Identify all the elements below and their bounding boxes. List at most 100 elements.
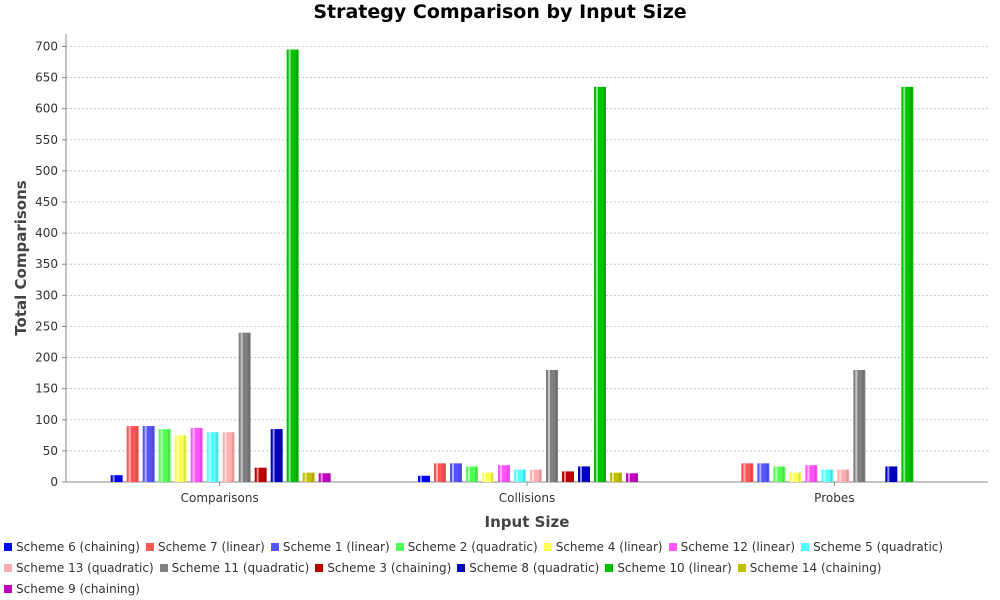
legend-label: Scheme 3 (chaining): [327, 561, 452, 575]
legend-label: Scheme 8 (quadratic): [469, 561, 600, 575]
y-tick-label: 150: [35, 382, 58, 396]
y-tick-label: 50: [43, 444, 58, 458]
legend-label: Scheme 10 (linear): [617, 561, 732, 575]
x-tick-label: Collisions: [499, 491, 556, 505]
y-tick-label: 200: [35, 351, 58, 365]
bar: [821, 469, 834, 482]
bar: [190, 427, 203, 482]
legend-swatch: [457, 564, 466, 572]
bar: [126, 426, 139, 482]
legend-label: Scheme 13 (quadratic): [16, 561, 154, 575]
bar: [286, 49, 299, 483]
legend-item: Scheme 14 (chaining): [737, 558, 882, 579]
bar: [318, 473, 331, 482]
bar: [482, 472, 494, 482]
grid-lines: [66, 34, 988, 482]
legend-swatch: [270, 543, 279, 551]
bar: [418, 475, 430, 482]
legend-label: Scheme 14 (chaining): [749, 561, 882, 575]
plot-area: [66, 34, 988, 482]
bar: [434, 463, 446, 482]
chart: 0 50 100 150 200 250 300 350 400 450 500 550 600 650 7…: [12, 34, 988, 531]
y-tick-label: 650: [35, 71, 58, 85]
legend-item: Scheme 1 (linear): [270, 537, 390, 558]
y-tick-label: 550: [35, 133, 58, 147]
legend-swatch: [4, 585, 12, 593]
axis-labels: 0 50 100 150 200 250 300 350 400 450 500 550 600 650 7…: [12, 39, 854, 531]
bar: [853, 370, 866, 482]
bar: [562, 471, 574, 482]
legend-swatch: [4, 543, 12, 551]
bar: [142, 426, 155, 482]
bars: [110, 49, 914, 483]
bar: [901, 86, 914, 482]
legend-swatch: [543, 543, 552, 551]
legend: Scheme 6 (chaining) Scheme 7 (linear) Sche…: [4, 537, 996, 600]
bar: [594, 86, 606, 482]
bar: [530, 469, 542, 482]
bar: [302, 472, 315, 482]
legend-item: Scheme 7 (linear): [145, 537, 265, 558]
bar: [498, 465, 510, 482]
bar: [837, 469, 850, 482]
bar: [546, 370, 558, 482]
legend-item: Scheme 4 (linear): [543, 537, 663, 558]
bar: [626, 473, 638, 482]
bar: [578, 466, 590, 482]
legend-swatch: [801, 543, 810, 551]
legend-label: Scheme 12 (linear): [680, 540, 796, 554]
y-tick-label: 700: [35, 39, 58, 53]
y-tick-label: 100: [35, 413, 58, 427]
bar: [254, 467, 267, 482]
axes: [62, 34, 988, 486]
legend-item: Scheme 5 (quadratic): [801, 537, 943, 558]
bar: [158, 429, 171, 482]
bar: [789, 472, 802, 482]
y-tick-label: 350: [35, 257, 58, 271]
x-tick-label: Comparisons: [181, 491, 259, 505]
legend-label: Scheme 9 (chaining): [16, 582, 140, 596]
legend-label: Scheme 11 (quadratic): [171, 561, 310, 575]
bar: [757, 463, 770, 482]
legend-swatch: [668, 543, 677, 551]
legend-item: Scheme 6 (chaining): [4, 537, 140, 558]
legend-swatch: [4, 564, 12, 572]
y-tick-label: 600: [35, 102, 58, 116]
x-tick-label: Probes: [814, 491, 854, 505]
bar: [206, 432, 219, 482]
bar: [773, 466, 786, 482]
legend-swatch: [605, 564, 614, 572]
bar: [222, 432, 235, 482]
legend-item: Scheme 8 (quadratic): [457, 558, 599, 579]
bar: [238, 332, 251, 482]
legend-swatch: [145, 543, 154, 551]
bar: [885, 466, 898, 482]
chart-title: Strategy Comparison by Input Size: [313, 1, 687, 23]
bar: [174, 435, 187, 482]
bar: [610, 472, 622, 482]
y-tick-label: 450: [35, 195, 58, 209]
y-tick-label: 250: [35, 319, 58, 333]
bar: [805, 465, 818, 482]
legend-item: Scheme 11 (quadratic): [159, 558, 310, 579]
legend-item: Scheme 12 (linear): [668, 537, 796, 558]
y-tick-label: 0: [50, 475, 58, 489]
legend-swatch: [315, 564, 324, 572]
legend-label: Scheme 2 (quadratic): [407, 540, 538, 554]
y-axis-title: Total Comparisons: [12, 180, 30, 335]
bar: [514, 469, 526, 482]
bar: [450, 463, 462, 482]
legend-swatch: [737, 564, 746, 572]
legend-label: Scheme 4 (linear): [555, 540, 663, 554]
legend-item: Scheme 10 (linear): [605, 558, 732, 579]
legend-item: Scheme 9 (chaining): [4, 579, 140, 600]
bar: [110, 475, 123, 482]
legend-swatch: [395, 543, 404, 551]
legend-item: Scheme 2 (quadratic): [395, 537, 538, 558]
legend-label: Scheme 1 (linear): [282, 540, 390, 554]
x-axis-title: Input Size: [485, 513, 570, 531]
y-tick-label: 500: [35, 164, 58, 178]
legend-item: Scheme 3 (chaining): [315, 558, 451, 579]
legend-swatch: [159, 564, 168, 572]
y-tick-label: 400: [35, 226, 58, 240]
